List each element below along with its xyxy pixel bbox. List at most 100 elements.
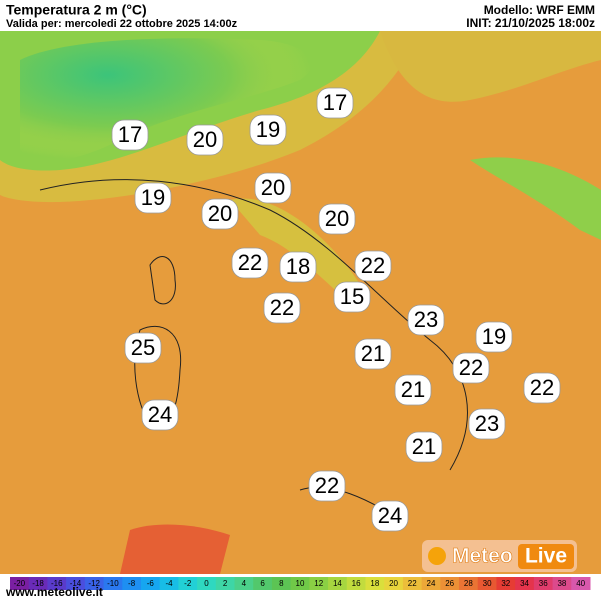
colorbar-tick-label: 40	[576, 579, 585, 588]
colorbar-tick-label: 8	[279, 579, 284, 588]
colorbar-swatch	[515, 577, 535, 590]
logo-text-2: Live	[525, 545, 567, 568]
logo: Meteo Live	[422, 540, 577, 572]
temperature-label: 22	[270, 295, 294, 320]
colorbar: -20 -18 -16 -14 -12 -10 -8 -6 -4 -2 0 2 4 6 8 10 12 14 16 1…	[10, 577, 591, 590]
colorbar-swatch	[140, 577, 161, 590]
label-bubble	[308, 470, 346, 502]
colorbar-swatch	[122, 577, 142, 590]
temperature-label: 22	[361, 253, 385, 278]
colorbar-swatch	[234, 577, 254, 590]
label-bubble	[124, 332, 162, 364]
colorbar-swatch	[459, 577, 479, 590]
temperature-label: 17	[323, 90, 347, 115]
field-east	[380, 31, 601, 102]
temperature-label: 21	[401, 377, 425, 402]
label-bubble	[407, 304, 445, 336]
label-bubble	[371, 500, 409, 532]
init-time: INIT: 21/10/2025 18:00z	[466, 16, 595, 30]
colorbar-swatch	[309, 577, 329, 590]
temperature-label: 22	[315, 473, 339, 498]
temperature-label: 24	[378, 503, 402, 528]
valid-time: Valida per: mercoledi 22 ottobre 2025 14…	[6, 18, 238, 30]
label-bubble	[141, 399, 179, 431]
label-bubble	[394, 374, 432, 406]
label-bubble	[452, 352, 490, 384]
colorbar-tick-label: 16	[352, 579, 361, 588]
colorbar-tick-label: -16	[51, 579, 63, 588]
colorbar-tick-label: 24	[427, 579, 436, 588]
colorbar-tick-label: 10	[296, 579, 305, 588]
colorbar-swatch	[571, 577, 591, 590]
colorbar-swatch	[159, 577, 179, 590]
colorbar-tick-label: -14	[70, 579, 82, 588]
label-bubble	[263, 292, 301, 324]
colorbar-tick-label: 38	[557, 579, 566, 588]
colorbar-swatch	[477, 577, 497, 590]
colorbar-swatch	[215, 577, 236, 590]
field-balkan	[470, 157, 601, 240]
label-bubble	[354, 338, 392, 370]
colorbar-tick-label: 22	[408, 579, 417, 588]
colorbar-swatch	[28, 577, 48, 590]
label-bubble	[468, 408, 506, 440]
label-bubble	[249, 114, 287, 146]
colorbar-swatch	[421, 577, 441, 590]
colorbar-tick-label: -20	[14, 579, 26, 588]
temperature-label: 20	[193, 127, 217, 152]
site-url: www.meteolive.it	[5, 585, 103, 599]
colorbar-swatch	[271, 577, 292, 590]
colorbar-tick-label: 12	[314, 579, 323, 588]
colorbar-swatch	[533, 577, 554, 590]
colorbar-swatch	[84, 577, 105, 590]
temperature-label: 20	[325, 206, 349, 231]
colorbar-tick-label: 2	[223, 579, 228, 588]
colorbar-tick-label: -18	[32, 579, 44, 588]
colorbar-swatch	[253, 577, 273, 590]
label-bubble	[186, 124, 224, 156]
colorbar-tick-label: 18	[370, 579, 379, 588]
temperature-label: 22	[530, 375, 554, 400]
colorbar-swatch	[197, 577, 217, 590]
model-name: Modello: WRF EMM	[484, 3, 595, 17]
label-bubble	[405, 431, 443, 463]
field-alps	[20, 38, 313, 161]
temperature-label: 21	[412, 434, 436, 459]
label-bubble	[354, 250, 392, 282]
colorbar-swatch	[47, 577, 67, 590]
colorbar-swatch	[440, 577, 460, 590]
colorbar-swatch	[384, 577, 404, 590]
temperature-label: 24	[148, 402, 172, 427]
label-bubble	[475, 321, 513, 353]
map-title: Temperatura 2 m (°C)	[6, 2, 147, 18]
logo-text: Meteo	[452, 545, 513, 568]
colorbar-swatch	[10, 577, 30, 590]
colorbar-swatch	[496, 577, 516, 590]
colorbar-tick-label: -4	[165, 579, 173, 588]
colorbar-tick-label: -2	[184, 579, 192, 588]
label-bubble	[333, 281, 371, 313]
label-bubble	[318, 203, 356, 235]
colorbar-tick-label: 20	[389, 579, 398, 588]
temperature-label: 15	[340, 284, 364, 309]
colorbar-swatch	[328, 577, 348, 590]
temperature-label: 21	[361, 341, 385, 366]
colorbar-swatch	[290, 577, 310, 590]
temperature-label: 20	[261, 175, 285, 200]
label-bubble	[316, 87, 354, 119]
colorbar-tick-label: 14	[333, 579, 342, 588]
colorbar-tick-label: -12	[88, 579, 100, 588]
label-bubble	[254, 172, 292, 204]
colorbar-tick-label: 32	[501, 579, 510, 588]
colorbar-tick-label: 36	[539, 579, 548, 588]
label-bubble	[231, 247, 269, 279]
colorbar-tick-label: -6	[147, 579, 155, 588]
colorbar-tick-label: 34	[520, 579, 529, 588]
temperature-label: 23	[475, 411, 499, 436]
colorbar-tick-label: 28	[464, 579, 473, 588]
label-bubble	[134, 182, 172, 214]
label-bubble	[523, 372, 561, 404]
temperature-label: 23	[414, 307, 438, 332]
